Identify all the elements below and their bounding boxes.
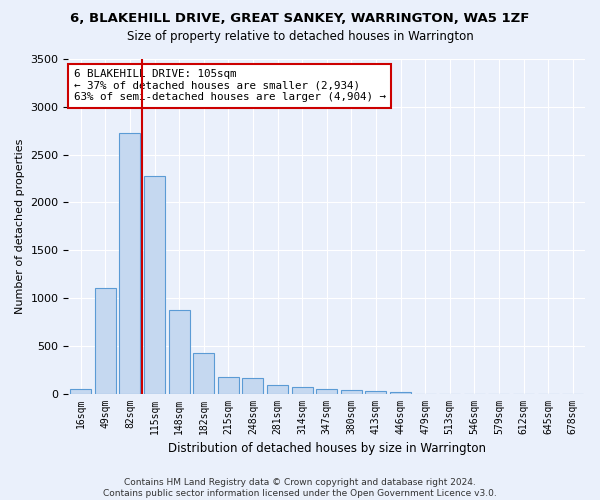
Y-axis label: Number of detached properties: Number of detached properties bbox=[15, 138, 25, 314]
Bar bbox=[292, 388, 313, 394]
Bar bbox=[316, 389, 337, 394]
X-axis label: Distribution of detached houses by size in Warrington: Distribution of detached houses by size … bbox=[168, 442, 486, 455]
Bar bbox=[70, 389, 91, 394]
Bar bbox=[144, 176, 165, 394]
Bar bbox=[95, 288, 116, 394]
Bar bbox=[193, 353, 214, 394]
Text: Contains HM Land Registry data © Crown copyright and database right 2024.
Contai: Contains HM Land Registry data © Crown c… bbox=[103, 478, 497, 498]
Bar bbox=[242, 378, 263, 394]
Bar bbox=[365, 391, 386, 394]
Bar bbox=[390, 392, 411, 394]
Text: 6, BLAKEHILL DRIVE, GREAT SANKEY, WARRINGTON, WA5 1ZF: 6, BLAKEHILL DRIVE, GREAT SANKEY, WARRIN… bbox=[70, 12, 530, 26]
Bar bbox=[218, 378, 239, 394]
Bar bbox=[169, 310, 190, 394]
Bar bbox=[267, 385, 288, 394]
Text: Size of property relative to detached houses in Warrington: Size of property relative to detached ho… bbox=[127, 30, 473, 43]
Bar bbox=[341, 390, 362, 394]
Bar bbox=[119, 132, 140, 394]
Text: 6 BLAKEHILL DRIVE: 105sqm
← 37% of detached houses are smaller (2,934)
63% of se: 6 BLAKEHILL DRIVE: 105sqm ← 37% of detac… bbox=[74, 69, 386, 102]
